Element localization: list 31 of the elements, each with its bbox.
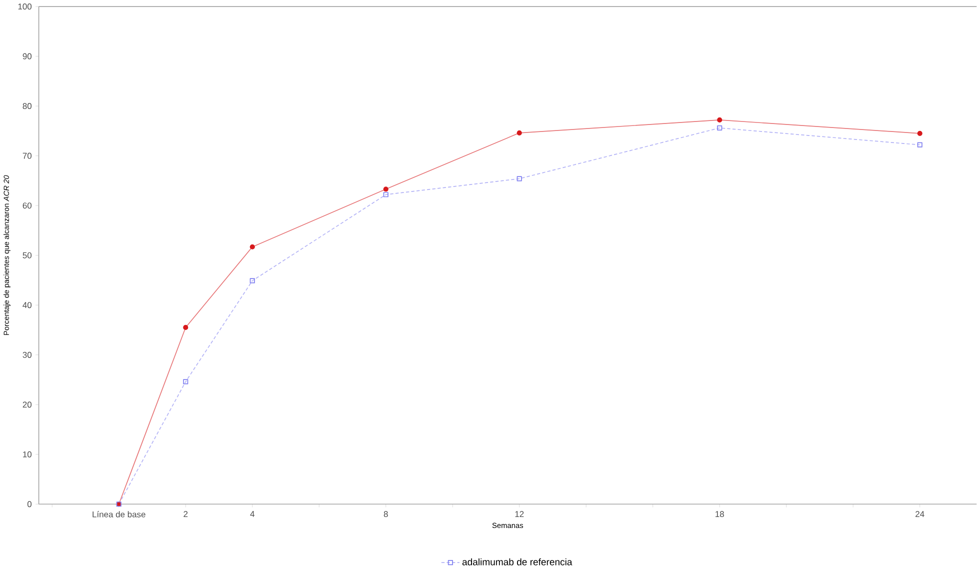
y-tick-label: 20 <box>22 402 32 408</box>
x-tick-label: Línea de base <box>92 511 146 518</box>
point <box>516 130 522 136</box>
point <box>917 130 922 136</box>
point <box>717 117 722 122</box>
legend-label: adalimumab de referencia <box>462 558 572 566</box>
point <box>516 176 522 182</box>
point <box>717 125 722 130</box>
y-tick-label: 30 <box>22 352 32 358</box>
y-tick-label: 100 <box>18 3 32 10</box>
point <box>250 244 255 250</box>
y-tick-label: 90 <box>22 53 32 60</box>
point <box>917 142 922 148</box>
y-tick-label: 70 <box>22 152 32 159</box>
y-tick-label: 50 <box>22 252 32 258</box>
y-tick-label: 80 <box>22 103 32 110</box>
x-tick-label: 12 <box>515 511 524 517</box>
x-tick-label: 8 <box>384 511 388 518</box>
x-tick-label: 24 <box>916 511 924 517</box>
point <box>383 186 388 192</box>
y-tick-label: 0 <box>27 501 32 508</box>
point <box>383 192 388 198</box>
y-tick-label: 10 <box>23 451 32 458</box>
y-tick-label: 60 <box>22 202 32 209</box>
x-tick-label: 2 <box>184 511 188 517</box>
point <box>250 278 255 284</box>
point <box>183 324 188 330</box>
x-tick-label: 18 <box>716 511 724 518</box>
x-tick-label: 4 <box>250 511 254 517</box>
y-tick-label: 40 <box>22 302 32 308</box>
point <box>183 379 188 384</box>
